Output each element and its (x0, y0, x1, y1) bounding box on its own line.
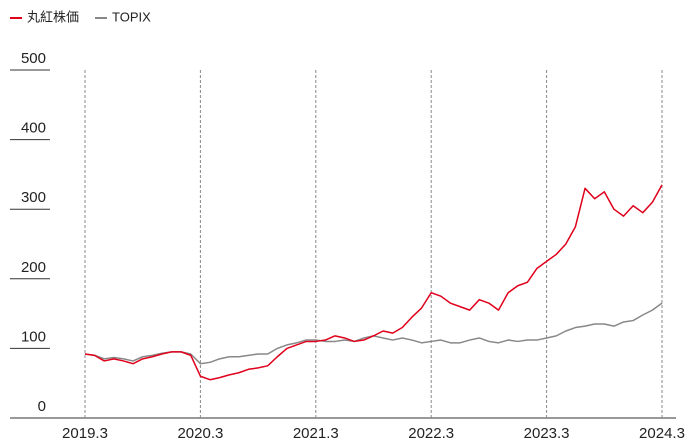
legend-label: TOPIX (112, 9, 151, 24)
x-tick-label: 2019.3 (62, 425, 108, 442)
y-tick-label: 500 (21, 50, 46, 67)
x-tick-label: 2021.3 (293, 425, 339, 442)
x-tick-label: 2020.3 (177, 425, 223, 442)
x-tick-label: 2024.3 (639, 425, 685, 442)
x-tick-label: 2023.3 (524, 425, 570, 442)
y-tick-label: 300 (21, 189, 46, 206)
y-tick-label: 0 (38, 398, 46, 415)
series-line (84, 184, 663, 381)
y-tick-label: 400 (21, 120, 46, 137)
y-tick-label: 100 (21, 328, 46, 345)
y-tick-label: 200 (21, 259, 46, 276)
x-tick-label: 2022.3 (408, 425, 454, 442)
legend-label: 丸紅株価 (27, 9, 79, 24)
series-line (84, 302, 663, 365)
